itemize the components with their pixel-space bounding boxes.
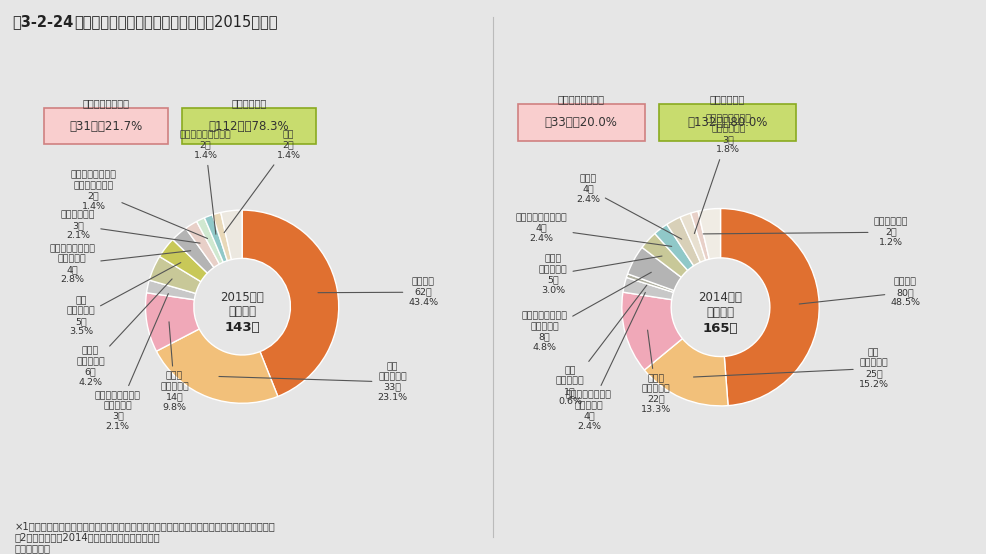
Wedge shape xyxy=(149,257,200,294)
Wedge shape xyxy=(627,248,680,290)
Text: 訡112件　78.3%: 訡112件 78.3% xyxy=(208,120,289,132)
FancyBboxPatch shape xyxy=(182,107,316,145)
Text: 廃プラスチック類
（建設系）
3件
2.1%: 廃プラスチック類 （建設系） 3件 2.1% xyxy=(95,294,169,431)
Wedge shape xyxy=(204,215,227,262)
Text: ガラス・陶磁器くず
4件
2.4%: ガラス・陶磁器くず 4件 2.4% xyxy=(516,213,671,247)
Text: ガラス・陶磁器くず
2件
1.4%: ガラス・陶磁器くず 2件 1.4% xyxy=(179,130,231,234)
Text: 汚泥
（建設系）
1件
0.6%: 汚泥 （建設系） 1件 0.6% xyxy=(555,285,646,406)
Text: 廃プラスチック類
（その他）
4件
2.8%: 廃プラスチック類 （その他） 4件 2.8% xyxy=(49,244,190,284)
Text: 2014年度: 2014年度 xyxy=(698,291,741,304)
Wedge shape xyxy=(221,210,242,260)
Text: 訡132件　80.0%: 訡132件 80.0% xyxy=(686,116,767,129)
Wedge shape xyxy=(622,278,672,300)
Wedge shape xyxy=(196,218,223,264)
Wedge shape xyxy=(641,234,687,278)
Text: 廃プラスチック類
（その他）
8件
4.8%: 廃プラスチック類 （その他） 8件 4.8% xyxy=(521,272,651,352)
Text: 建設
混合廃棄物
33件
23.1%: 建設 混合廃棄物 33件 23.1% xyxy=(219,362,407,402)
Wedge shape xyxy=(720,208,818,406)
Text: 木くず
（その他）
6件
4.2%: 木くず （その他） 6件 4.2% xyxy=(76,279,172,387)
Text: 143件: 143件 xyxy=(224,321,259,335)
Text: 資料：環境省: 資料：環境省 xyxy=(15,543,50,553)
Text: 建設系廃棄物: 建設系廃棄物 xyxy=(709,94,744,104)
FancyBboxPatch shape xyxy=(518,104,644,141)
Text: 投棄件数: 投棄件数 xyxy=(228,305,256,318)
Wedge shape xyxy=(145,293,199,351)
Text: 図3-2-24: 図3-2-24 xyxy=(12,14,73,29)
Text: 動物のふん尿
2件
1.2%: 動物のふん尿 2件 1.2% xyxy=(702,217,907,247)
Wedge shape xyxy=(160,239,207,281)
Text: がれき類
80件
48.5%: がれき類 80件 48.5% xyxy=(799,278,919,307)
Text: 建設系以外廃棄物: 建設系以外廃棄物 xyxy=(557,94,604,104)
Text: 廃プラスチック類
（廃タイヤ）
3件
1.8%: 廃プラスチック類 （廃タイヤ） 3件 1.8% xyxy=(694,114,750,234)
Text: 動物のふん尿
3件
2.1%: 動物のふん尿 3件 2.1% xyxy=(61,211,200,243)
Wedge shape xyxy=(242,210,338,397)
Text: 訡31件　21.7%: 訡31件 21.7% xyxy=(69,120,142,132)
Text: ×1：割合については、四捨五入で計算して表記していることから合計値が合わない場合がある: ×1：割合については、四捨五入で計算して表記していることから合計値が合わない場合… xyxy=(15,521,275,531)
Wedge shape xyxy=(690,211,709,260)
Wedge shape xyxy=(621,292,681,370)
Wedge shape xyxy=(654,224,693,270)
Wedge shape xyxy=(679,213,705,262)
Wedge shape xyxy=(146,280,195,300)
Text: 木くず
（建設系）
14件
9.8%: 木くず （建設系） 14件 9.8% xyxy=(160,322,188,412)
FancyBboxPatch shape xyxy=(659,104,795,141)
Text: 廃プラスチック類
（建設系）
4件
2.4%: 廃プラスチック類 （建設系） 4件 2.4% xyxy=(565,293,645,431)
Text: 建設系廃棄物: 建設系廃棄物 xyxy=(231,98,266,107)
Wedge shape xyxy=(667,217,700,266)
Text: 投棄件数: 投棄件数 xyxy=(706,306,734,319)
Text: 廃油
2件
1.4%: 廃油 2件 1.4% xyxy=(224,130,300,233)
Text: 165件: 165件 xyxy=(702,322,738,335)
Wedge shape xyxy=(212,213,232,261)
Wedge shape xyxy=(644,338,728,406)
Text: がれき類
62件
43.4%: がれき類 62件 43.4% xyxy=(317,278,438,307)
Text: 汚泥
（その他）
5件
3.5%: 汚泥 （その他） 5件 3.5% xyxy=(66,263,180,336)
Wedge shape xyxy=(173,228,214,273)
Text: 不法投棄された産業廃棄物の種類（2015年度）: 不法投棄された産業廃棄物の種類（2015年度） xyxy=(74,14,277,29)
FancyBboxPatch shape xyxy=(44,107,168,145)
Wedge shape xyxy=(185,222,219,268)
Text: 2015年度: 2015年度 xyxy=(220,290,263,304)
Text: 建設系以外廃棄物: 建設系以外廃棄物 xyxy=(83,98,129,107)
Text: 訡33件　20.0%: 訡33件 20.0% xyxy=(544,116,617,129)
Wedge shape xyxy=(626,274,673,293)
Text: 木くず
（その他）
5件
3.0%: 木くず （その他） 5件 3.0% xyxy=(538,254,662,295)
Text: 獣畜・食鳥に係る
固形状の不要物
2件
1.4%: 獣畜・食鳥に係る 固形状の不要物 2件 1.4% xyxy=(70,171,207,239)
Text: 2：参考として2014年度の実績も掇載している: 2：参考として2014年度の実績も掇載している xyxy=(15,532,161,542)
Wedge shape xyxy=(697,208,720,259)
Text: 木くず
（建設系）
22件
13.3%: 木くず （建設系） 22件 13.3% xyxy=(640,330,670,414)
Text: 建設
混合廃棄物
25件
15.2%: 建設 混合廃棄物 25件 15.2% xyxy=(693,348,887,388)
Text: 燃え滴
4件
2.4%: 燃え滴 4件 2.4% xyxy=(576,174,681,239)
Wedge shape xyxy=(156,329,278,403)
